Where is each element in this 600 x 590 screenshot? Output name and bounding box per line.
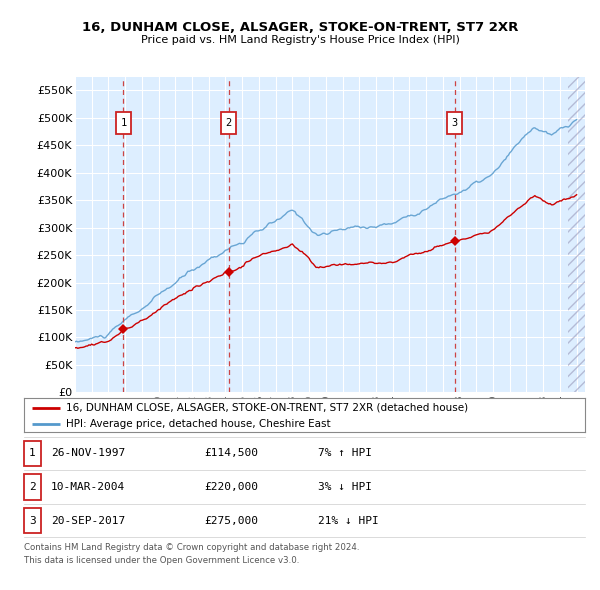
Text: Price paid vs. HM Land Registry's House Price Index (HPI): Price paid vs. HM Land Registry's House …	[140, 35, 460, 45]
Text: This data is licensed under the Open Government Licence v3.0.: This data is licensed under the Open Gov…	[24, 556, 299, 565]
Text: £275,000: £275,000	[204, 516, 258, 526]
Text: 2: 2	[29, 482, 36, 492]
Text: 26-NOV-1997: 26-NOV-1997	[51, 448, 125, 458]
Text: 1: 1	[29, 448, 36, 458]
Text: 16, DUNHAM CLOSE, ALSAGER, STOKE-ON-TRENT, ST7 2XR: 16, DUNHAM CLOSE, ALSAGER, STOKE-ON-TREN…	[82, 21, 518, 34]
Text: 3: 3	[29, 516, 36, 526]
Text: 10-MAR-2004: 10-MAR-2004	[51, 482, 125, 492]
FancyBboxPatch shape	[116, 112, 131, 135]
Text: 20-SEP-2017: 20-SEP-2017	[51, 516, 125, 526]
Text: £114,500: £114,500	[204, 448, 258, 458]
Text: 3% ↓ HPI: 3% ↓ HPI	[318, 482, 372, 492]
Text: 7% ↑ HPI: 7% ↑ HPI	[318, 448, 372, 458]
Text: 2: 2	[226, 119, 232, 129]
FancyBboxPatch shape	[448, 112, 463, 135]
Text: 3: 3	[452, 119, 458, 129]
FancyBboxPatch shape	[221, 112, 236, 135]
Text: 16, DUNHAM CLOSE, ALSAGER, STOKE-ON-TRENT, ST7 2XR (detached house): 16, DUNHAM CLOSE, ALSAGER, STOKE-ON-TREN…	[66, 402, 468, 412]
Text: HPI: Average price, detached house, Cheshire East: HPI: Average price, detached house, Ches…	[66, 419, 331, 429]
Text: £220,000: £220,000	[204, 482, 258, 492]
Text: 21% ↓ HPI: 21% ↓ HPI	[318, 516, 379, 526]
Text: Contains HM Land Registry data © Crown copyright and database right 2024.: Contains HM Land Registry data © Crown c…	[24, 543, 359, 552]
Text: 1: 1	[121, 119, 127, 129]
